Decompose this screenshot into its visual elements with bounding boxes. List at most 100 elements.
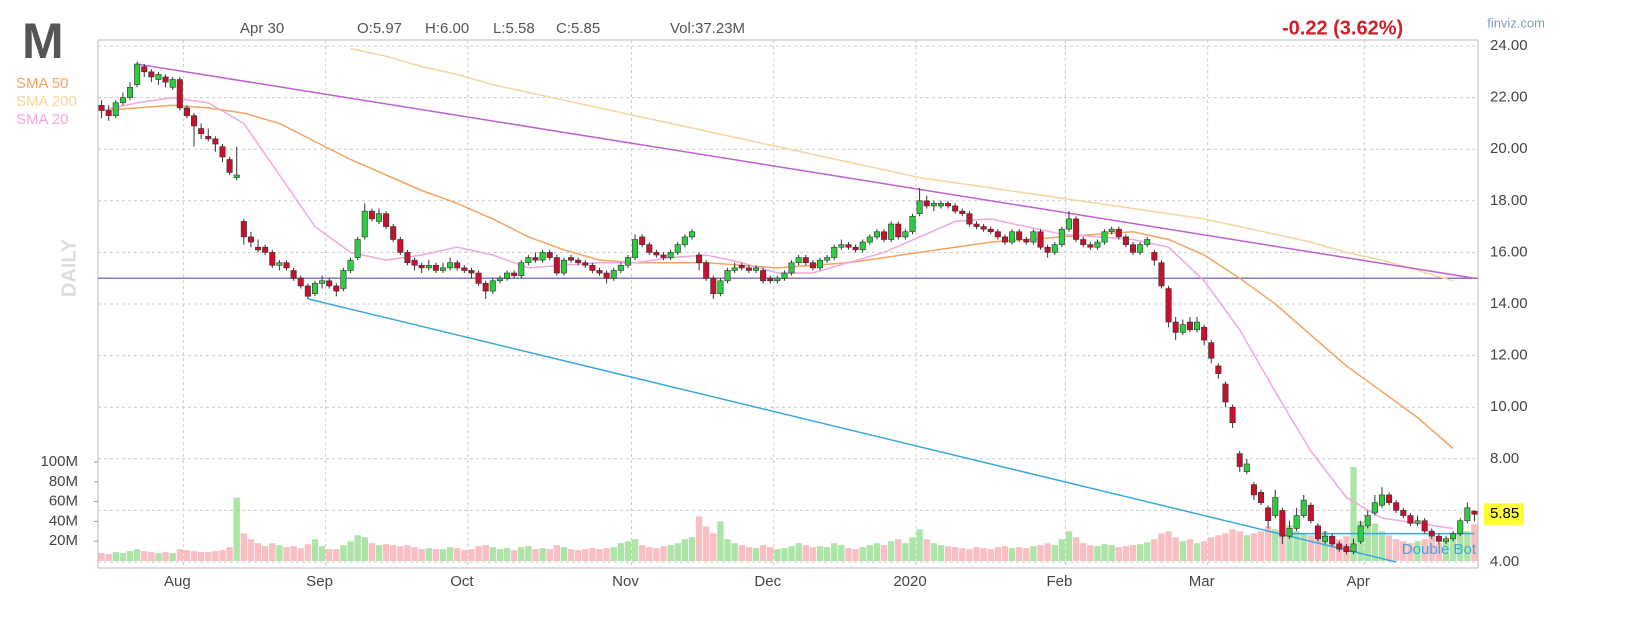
candle-body <box>1307 504 1314 522</box>
candle-body <box>560 259 567 274</box>
candle-body <box>290 270 297 279</box>
volume-bar <box>375 545 383 561</box>
volume-bar <box>325 549 333 561</box>
trend-line <box>307 298 1397 563</box>
high: H:6.00 <box>425 20 469 37</box>
x-tick-label: Aug <box>164 573 191 590</box>
volume-bar <box>340 545 347 561</box>
candle-body <box>717 280 724 294</box>
candle-body <box>703 262 710 279</box>
candle-body <box>169 79 176 88</box>
volume-bar <box>247 539 255 561</box>
annotation: Double Bot <box>1402 541 1477 558</box>
volume-bar <box>219 550 226 561</box>
candle-body <box>1336 543 1343 550</box>
candle-body <box>795 257 802 264</box>
volume-bar <box>446 547 454 561</box>
volume-bar <box>1008 548 1016 561</box>
volume-bar <box>809 547 817 561</box>
candle-body <box>1179 324 1186 333</box>
candle-body <box>368 210 375 220</box>
volume-bar <box>1414 541 1421 561</box>
candle-body <box>632 239 639 258</box>
source[interactable]: finviz.com <box>1487 15 1545 30</box>
volume-bar <box>930 543 938 561</box>
volume-bar <box>1229 529 1236 561</box>
volume-bar <box>1364 526 1371 561</box>
candle-body <box>496 277 503 282</box>
candle-body <box>1428 530 1435 537</box>
candle-body <box>888 223 895 240</box>
candle-body <box>1222 383 1229 403</box>
volume-bar <box>112 552 119 561</box>
candle-body <box>1435 535 1442 542</box>
volume-bar <box>831 543 838 561</box>
volume-bar <box>1186 539 1194 561</box>
volume-bar <box>994 547 1002 561</box>
volume-bar <box>980 548 987 561</box>
candle-body <box>1044 246 1051 253</box>
volume-bar <box>987 549 994 561</box>
volume-bar <box>695 516 703 561</box>
volume-bar <box>1037 545 1044 561</box>
candle-body <box>1265 507 1272 522</box>
volume-bar <box>1243 535 1251 561</box>
candle-body <box>966 213 973 225</box>
candle-body <box>155 74 162 80</box>
candle-body <box>390 226 397 240</box>
candle-body <box>1450 533 1457 540</box>
volume-bar <box>717 521 724 561</box>
candle-body <box>361 210 368 238</box>
volume-bar <box>638 545 646 561</box>
candle-body <box>1108 228 1115 233</box>
volume-bar <box>1001 546 1009 561</box>
volume-bar <box>631 539 639 561</box>
date: Apr 30 <box>240 20 284 37</box>
volume-bar <box>390 545 397 561</box>
candle-body <box>575 259 582 264</box>
volume-bar <box>902 543 909 561</box>
period: DAILY <box>58 238 80 297</box>
candle-body <box>831 246 838 258</box>
candle-body <box>610 270 617 279</box>
candle-body <box>845 244 852 248</box>
volume-bar <box>788 546 795 561</box>
candle-body <box>461 267 468 271</box>
candle-body <box>1186 321 1193 331</box>
candle-body <box>902 231 909 238</box>
volume-bar <box>1136 544 1144 561</box>
volume-bar <box>1129 545 1137 561</box>
candle-body <box>710 277 717 294</box>
volume-bar <box>1151 539 1158 561</box>
volume-bar <box>539 548 546 561</box>
candle-body <box>1144 239 1151 245</box>
volume-bar <box>1264 526 1272 561</box>
volume-bar <box>468 549 475 561</box>
candle-body <box>1101 231 1108 243</box>
volume-bar <box>496 549 504 561</box>
volume-bar <box>1172 537 1179 561</box>
volume-bar <box>141 551 148 561</box>
candle-body <box>589 264 596 271</box>
candle-body <box>873 231 880 238</box>
volume-bar <box>966 549 973 561</box>
candle-body <box>1122 236 1129 245</box>
volume-bar <box>1286 525 1293 561</box>
candle-body <box>504 272 511 279</box>
candle-body <box>696 254 703 264</box>
y-tick-label: 20.00 <box>1490 140 1528 157</box>
candle-body <box>1414 520 1421 524</box>
volume-bar <box>461 550 468 561</box>
candle-body <box>1229 406 1236 423</box>
y-tick-label: 8.00 <box>1490 450 1519 467</box>
candle-body <box>425 264 432 269</box>
candle-body <box>1016 231 1023 240</box>
volume-bar <box>1115 547 1122 561</box>
candle-body <box>568 257 575 261</box>
volume-bar <box>574 550 582 561</box>
candle-body <box>404 252 411 264</box>
candle-body <box>518 262 525 276</box>
volume-bar <box>190 551 198 561</box>
volume-bar <box>454 548 461 561</box>
volume-bar <box>532 549 539 561</box>
